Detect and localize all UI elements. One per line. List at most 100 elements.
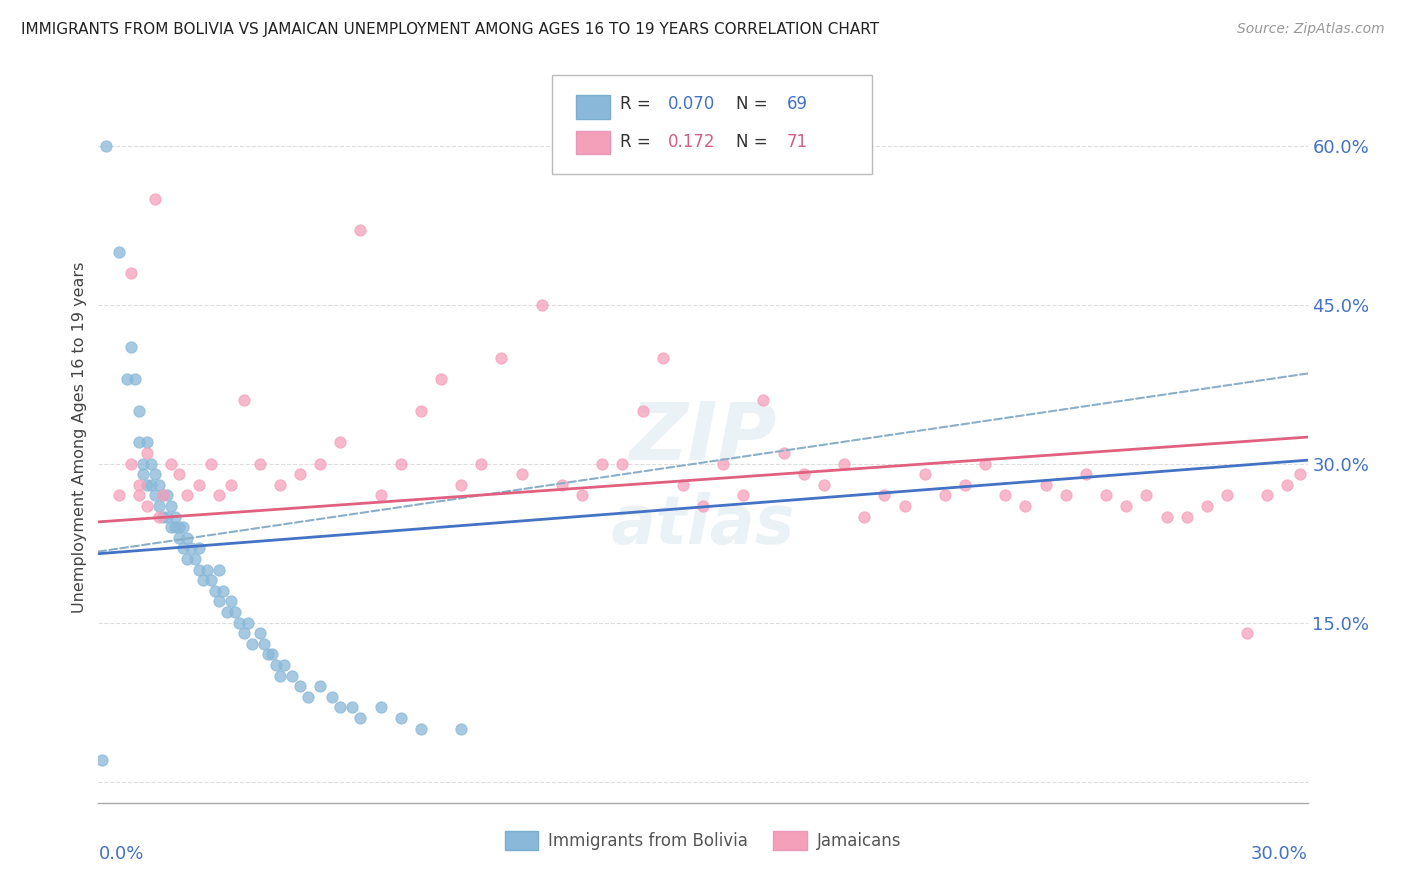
Point: [212, 583, 235, 598]
Text: N =: N =: [735, 95, 772, 113]
Point: [470, 457, 492, 471]
Point: [167, 531, 190, 545]
Point: [409, 403, 432, 417]
Point: [200, 573, 222, 587]
Point: [389, 457, 412, 471]
Point: [349, 223, 371, 237]
Point: [188, 563, 211, 577]
Point: [167, 467, 190, 482]
Text: 0.0%: 0.0%: [98, 846, 143, 863]
Point: [409, 722, 432, 736]
Point: [120, 340, 142, 354]
Point: [135, 499, 157, 513]
Point: [309, 679, 332, 693]
Point: [297, 690, 319, 704]
Point: [152, 509, 174, 524]
Point: [221, 477, 243, 491]
Point: [163, 520, 186, 534]
Point: [711, 457, 734, 471]
Point: [994, 488, 1017, 502]
Text: 71: 71: [786, 133, 807, 152]
Point: [128, 477, 150, 491]
Point: [342, 700, 364, 714]
Point: [160, 520, 183, 534]
Point: [188, 541, 211, 556]
Point: [370, 488, 392, 502]
Point: [329, 435, 352, 450]
Text: 30.0%: 30.0%: [1251, 846, 1308, 863]
Point: [1014, 499, 1036, 513]
Point: [1035, 477, 1057, 491]
Point: [1156, 509, 1178, 524]
Point: [288, 679, 311, 693]
Point: [160, 499, 183, 513]
Point: [832, 457, 855, 471]
Text: N =: N =: [735, 133, 772, 152]
Point: [135, 446, 157, 460]
Point: [651, 351, 673, 365]
Point: [309, 457, 332, 471]
Point: [1277, 477, 1299, 491]
Point: [733, 488, 755, 502]
Point: [120, 266, 142, 280]
Point: [148, 499, 170, 513]
Point: [135, 435, 157, 450]
Point: [260, 648, 283, 662]
Point: [953, 477, 976, 491]
Point: [631, 403, 654, 417]
Point: [692, 499, 714, 513]
Point: [1054, 488, 1077, 502]
Point: [163, 509, 186, 524]
Point: [612, 457, 634, 471]
Point: [273, 658, 295, 673]
Point: [115, 372, 138, 386]
Text: 69: 69: [786, 95, 807, 113]
Point: [148, 477, 170, 491]
Point: [184, 552, 207, 566]
Point: [120, 457, 142, 471]
Point: [228, 615, 250, 630]
Text: IMMIGRANTS FROM BOLIVIA VS JAMAICAN UNEMPLOYMENT AMONG AGES 16 TO 19 YEARS CORRE: IMMIGRANTS FROM BOLIVIA VS JAMAICAN UNEM…: [21, 22, 879, 37]
Point: [249, 626, 271, 640]
Point: [1115, 499, 1137, 513]
Point: [160, 457, 183, 471]
Point: [200, 457, 222, 471]
Point: [217, 605, 239, 619]
Bar: [576, 130, 610, 154]
Point: [1135, 488, 1157, 502]
Point: [224, 605, 246, 619]
Point: [772, 446, 794, 460]
Point: [571, 488, 593, 502]
Point: [232, 392, 254, 407]
Bar: [576, 95, 610, 119]
Legend: Immigrants from Bolivia, Jamaicans: Immigrants from Bolivia, Jamaicans: [498, 824, 908, 856]
Point: [193, 573, 215, 587]
Point: [176, 488, 198, 502]
Point: [132, 467, 155, 482]
Point: [180, 541, 202, 556]
Point: [551, 477, 574, 491]
Point: [914, 467, 936, 482]
Point: [450, 722, 472, 736]
Point: [96, 138, 118, 153]
Point: [269, 668, 291, 682]
FancyBboxPatch shape: [551, 75, 872, 174]
Point: [124, 372, 146, 386]
Point: [1195, 499, 1218, 513]
Point: [450, 477, 472, 491]
Text: R =: R =: [620, 95, 655, 113]
Point: [1074, 467, 1097, 482]
Point: [240, 637, 263, 651]
Point: [873, 488, 896, 502]
Y-axis label: Unemployment Among Ages 16 to 19 years: Unemployment Among Ages 16 to 19 years: [72, 261, 87, 613]
Point: [139, 457, 162, 471]
Point: [1175, 509, 1198, 524]
Point: [1095, 488, 1118, 502]
Point: [329, 700, 352, 714]
Text: 0.172: 0.172: [668, 133, 716, 152]
Point: [752, 392, 775, 407]
Point: [236, 615, 259, 630]
Text: Source: ZipAtlas.com: Source: ZipAtlas.com: [1237, 22, 1385, 37]
Point: [321, 690, 343, 704]
Point: [128, 403, 150, 417]
